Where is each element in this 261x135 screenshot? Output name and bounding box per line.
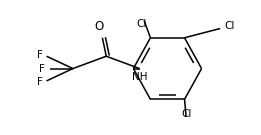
Text: Cl: Cl bbox=[225, 21, 235, 31]
Text: O: O bbox=[95, 21, 104, 33]
Text: F: F bbox=[37, 50, 43, 60]
Text: NH: NH bbox=[132, 72, 147, 82]
Text: Cl: Cl bbox=[136, 18, 146, 28]
Text: F: F bbox=[39, 64, 45, 74]
Text: F: F bbox=[37, 77, 43, 87]
Text: Cl: Cl bbox=[181, 109, 191, 119]
